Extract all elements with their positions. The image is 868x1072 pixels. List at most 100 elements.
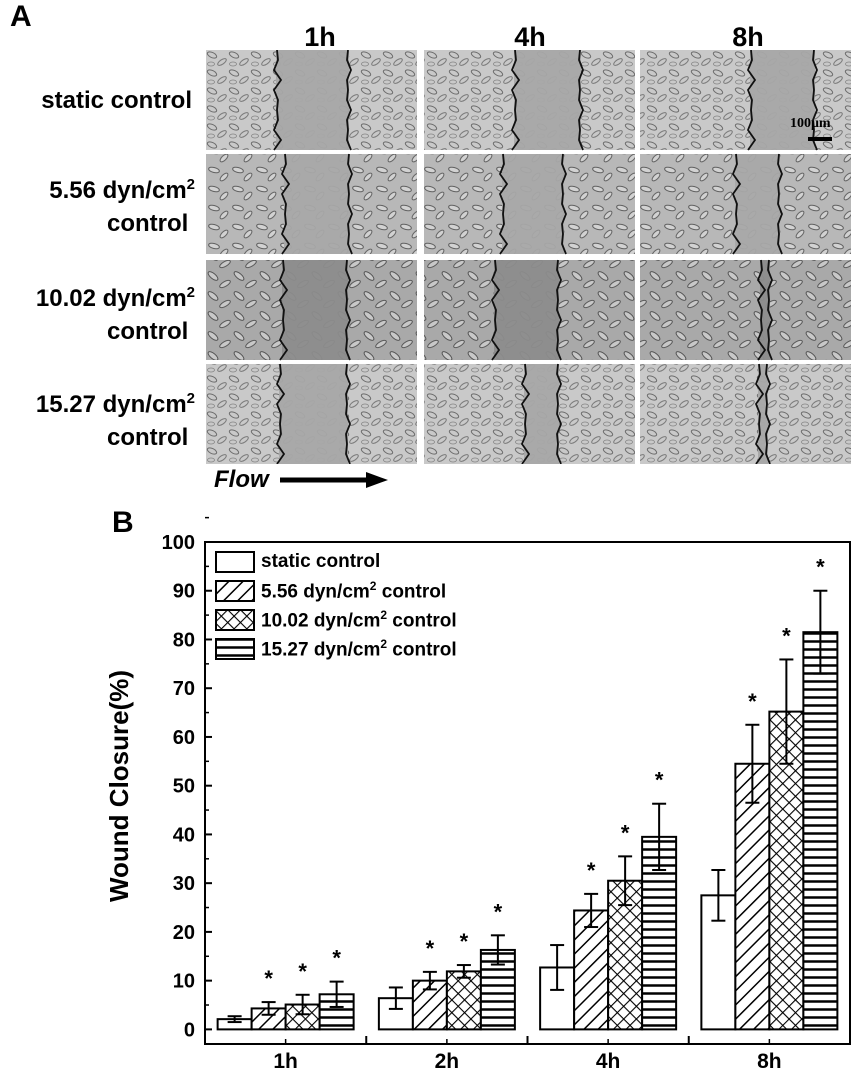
- row-label-15-27-line1: 15.27 dyn/cm: [35, 391, 187, 418]
- row-label-5-56-sup: 2: [186, 176, 195, 193]
- significance-marker: *: [460, 929, 469, 954]
- x-tick-label: 2h: [435, 1050, 460, 1072]
- x-tick-label: 8h: [757, 1050, 782, 1072]
- legend-label-sup: 2: [380, 636, 388, 651]
- y-tick-label: 10: [173, 971, 195, 993]
- significance-marker: *: [332, 946, 341, 971]
- y-tick-label: 20: [173, 922, 195, 944]
- wound-gap: [750, 50, 815, 150]
- bar: [700, 894, 737, 1031]
- x-tick-label: 4h: [596, 1050, 621, 1072]
- wound-edge-left: [498, 153, 509, 255]
- legend-swatch: [215, 638, 255, 660]
- legend-swatch: [215, 580, 255, 602]
- wound-edge-right: [345, 363, 351, 464]
- y-tick-label: 30: [173, 873, 195, 895]
- y-tick-label: 70: [173, 678, 195, 700]
- wound-edge-left: [754, 363, 765, 464]
- legend-label: static control: [261, 551, 381, 572]
- wound-gap: [524, 364, 559, 464]
- wound-edge-right: [578, 50, 584, 151]
- legend-label: 15.27 dyn/cm2 control: [261, 636, 457, 661]
- wound-edge-right: [767, 259, 773, 361]
- wound-edge-left: [756, 259, 767, 361]
- wound-edge-right: [556, 363, 562, 464]
- significance-marker: *: [264, 966, 273, 991]
- row-label-15-27-line2: control: [107, 424, 189, 451]
- wound-edge-left: [510, 50, 521, 151]
- significance-marker: *: [587, 858, 596, 883]
- legend-label: 5.56 dyn/cm2 control: [261, 578, 447, 603]
- y-tick-label: 60: [173, 727, 195, 749]
- significance-marker: *: [494, 899, 503, 924]
- wound-gap: [502, 154, 564, 254]
- row-label-10-02-line2: control: [107, 318, 189, 345]
- row-label-15-27-sup: 2: [186, 390, 195, 407]
- scale-bar-label: 100μm: [790, 116, 831, 131]
- time-header-4h: 4h: [514, 22, 546, 52]
- legend-label: 10.02 dyn/cm2 control: [261, 607, 457, 632]
- wound-edge-right: [347, 153, 353, 255]
- row-label-5-56: 5.56 dyn/cm2 control: [0, 168, 195, 240]
- wound-edge-right: [346, 50, 352, 151]
- row-label-static: static control: [0, 84, 192, 117]
- row-label-10-02-line1: 10.02 dyn/cm: [35, 285, 187, 312]
- scale-bar: [808, 137, 832, 141]
- micrograph-tile: [640, 364, 851, 464]
- panel-b-letter: B: [112, 506, 134, 539]
- micrograph-tile: [640, 260, 851, 360]
- wound-gap: [276, 50, 349, 150]
- significance-marker: *: [298, 959, 307, 984]
- wound-edge-right: [345, 259, 351, 361]
- wound-edge-left: [490, 259, 501, 361]
- flow-label: Flow: [214, 466, 269, 493]
- bar: [539, 966, 576, 1031]
- wound-gap: [735, 154, 780, 254]
- significance-marker: *: [748, 689, 757, 714]
- bar: [445, 970, 482, 1031]
- wound-edge-left: [275, 363, 286, 464]
- legend-item: 5.56 dyn/cm2 control: [215, 578, 447, 603]
- wound-gap: [758, 364, 768, 464]
- micrograph-grid: [206, 50, 851, 464]
- y-tick-label: 90: [173, 581, 195, 603]
- y-tick-label: 0: [184, 1019, 195, 1041]
- time-header-8h: 8h: [732, 22, 764, 52]
- significance-marker: *: [655, 768, 664, 793]
- legend-label-sup: 2: [380, 607, 388, 622]
- row-label-10-02: 10.02 dyn/cm2 control: [0, 276, 195, 348]
- legend-swatch: [215, 609, 255, 631]
- row-label-10-02-sup: 2: [186, 284, 195, 301]
- significance-marker: *: [782, 623, 791, 648]
- bar: [802, 631, 839, 1031]
- wound-edge-left: [520, 363, 531, 464]
- wound-edge-left: [272, 50, 283, 151]
- legend-item: 10.02 dyn/cm2 control: [215, 607, 457, 632]
- bar: [734, 762, 771, 1031]
- wound-edge-right: [777, 153, 783, 255]
- legend-item: 15.27 dyn/cm2 control: [215, 636, 457, 661]
- wound-edge-left: [280, 153, 291, 255]
- panel-a-letter: A: [10, 0, 32, 33]
- time-header-1h: 1h: [304, 22, 336, 52]
- y-axis-label: Wound Closure(%): [104, 670, 134, 902]
- wound-edge-right: [561, 153, 567, 255]
- wound-gap: [760, 260, 770, 360]
- wound-gap: [494, 260, 559, 360]
- legend-item: static control: [215, 551, 380, 573]
- legend-label-sup: 2: [369, 578, 377, 593]
- y-tick-label: 80: [173, 629, 195, 651]
- significance-marker: *: [816, 555, 825, 580]
- row-label-static-text: static control: [41, 87, 192, 114]
- wound-gap: [282, 260, 348, 360]
- wound-edge-right: [812, 50, 818, 151]
- legend-swatch: [215, 551, 255, 573]
- y-tick-label: 40: [173, 824, 195, 846]
- row-label-15-27: 15.27 dyn/cm2 control: [0, 382, 195, 454]
- bar: [573, 909, 610, 1031]
- row-label-5-56-line2: control: [107, 210, 189, 237]
- wound-edge-right: [765, 363, 771, 464]
- significance-marker: *: [621, 820, 630, 845]
- wound-gap: [514, 50, 581, 150]
